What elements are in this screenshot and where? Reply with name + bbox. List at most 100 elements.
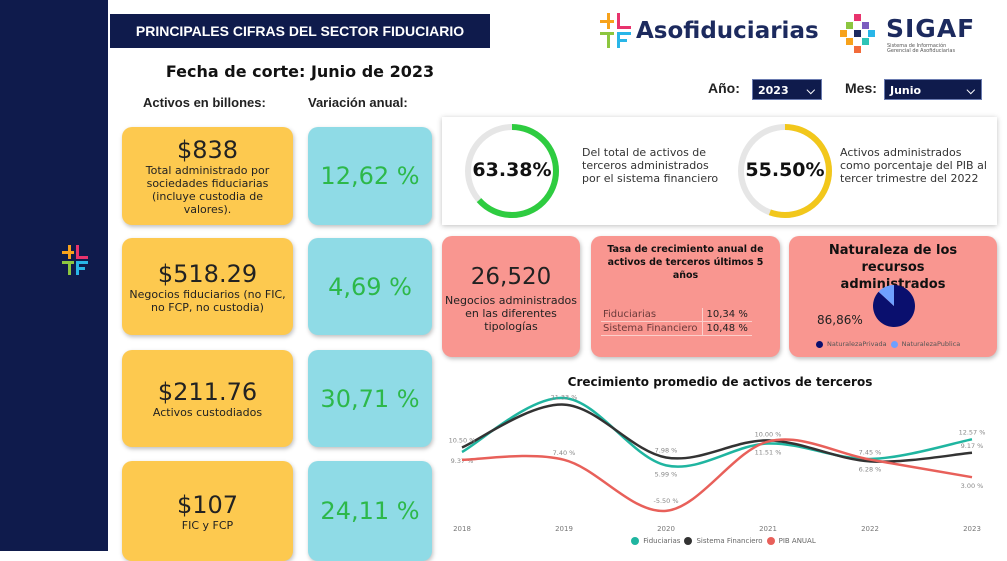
data-label: 9.17 % (961, 442, 984, 450)
gauge-value: 55.50% (745, 159, 825, 181)
year-label: Año: (708, 80, 740, 96)
pie-title: Naturaleza de los recursos administrados (828, 243, 958, 292)
data-label: 6.28 % (859, 465, 882, 473)
asofiduciarias-brand: Asofiduciarias (598, 12, 819, 50)
legend-label: PIB ANUAL (778, 537, 816, 545)
data-label: 10.00 % (755, 431, 782, 439)
x-tick-label: 2020 (657, 525, 675, 533)
card-activos-custodiados: $211.76 Activos custodiados (122, 350, 293, 447)
table-row: Sistema Financiero 10,48 % (601, 321, 752, 336)
gauge-ring (738, 124, 832, 218)
data-label: 7.98 % (655, 446, 678, 454)
variation-card: 24,11 % (308, 461, 432, 561)
chart-title: Crecimiento promedio de activos de terce… (567, 375, 873, 389)
row-label: Sistema Financiero (601, 321, 703, 336)
row-value: 10,48 % (706, 323, 748, 334)
chart-legend: Fiduciarias Sistema Financiero PIB ANUAL (440, 537, 1007, 545)
variation-card: 4,69 % (308, 238, 432, 335)
series-line-fiduciarias (461, 396, 973, 468)
x-tick-label: 2022 (861, 525, 879, 533)
page-title: PRINCIPALES CIFRAS DEL SECTOR FIDUCIARIO (110, 14, 490, 48)
row-label: Fiduciarias (601, 308, 703, 322)
data-label: 21.33 % (551, 394, 578, 402)
x-tick-label: 2018 (453, 525, 471, 533)
negocios-desc: Negocios administrados en las diferentes… (444, 294, 578, 333)
year-value: 2023 (758, 84, 789, 97)
legend-label: Fiduciarias (643, 537, 681, 545)
growth-table-card: Tasa de crecimiento anual de activos de … (591, 236, 780, 357)
pie-chart (873, 285, 915, 327)
sigaf-subtitle: Sistema de Información Gerencial de Asofi… (887, 44, 955, 54)
pie-slice-publica (878, 285, 894, 306)
sidebar (0, 0, 108, 551)
legend-label: Sistema Financiero (696, 537, 763, 545)
chevron-down-icon: ⌵ (966, 84, 975, 97)
growth-table: Fiduciarias 10,34 % Sistema Financiero 10,… (601, 308, 752, 336)
data-label: 3.00 % (961, 482, 984, 490)
row-value: 10,34 % (706, 309, 748, 320)
assets-column-header: Activos en billones: (143, 95, 266, 110)
x-tick-label: 2021 (759, 525, 777, 533)
gauge-desc: Del total de activos de terceros adminis… (582, 146, 719, 185)
card-value: $107 (176, 490, 239, 519)
pie-card: Naturaleza de los recursos administrados… (789, 236, 997, 357)
x-tick-label: 2023 (963, 525, 981, 533)
data-label: 10.50 % (449, 437, 476, 445)
legend-dot-icon (684, 537, 693, 545)
card-desc: FIC y FCP (181, 518, 234, 532)
legend-dot-icon (766, 537, 775, 545)
data-label: 12.57 % (959, 428, 986, 436)
legend-label: NaturalezaPrivada (827, 340, 887, 348)
variation-value: 24,11 % (320, 497, 420, 525)
sigaf-sub1: Sistema de Información (887, 43, 947, 49)
gauge-value: 63.38% (472, 159, 552, 181)
variation-card: 30,71 % (308, 350, 432, 447)
gauge-fill (465, 124, 559, 218)
gauges-panel: 63.38% Del total de activos de terceros … (442, 117, 997, 225)
asofiduciarias-logo-icon (600, 13, 631, 48)
variation-value: 30,71 % (320, 384, 420, 413)
asofiduciarias-logo-icon (62, 245, 88, 275)
negocios-card: 26,520 Negocios administrados en las dif… (442, 236, 580, 357)
variation-card: 12,62 % (308, 127, 432, 225)
x-tick-label: 2019 (555, 525, 573, 533)
sigaf-sub2: Gerencial de Asofiduciarias (887, 48, 956, 54)
brand-name: Asofiduciarias (636, 18, 819, 44)
card-value: $211.76 (157, 378, 258, 406)
card-desc: Activos custodiados (152, 406, 263, 419)
data-label: 11.51 % (755, 449, 782, 457)
legend-dot-icon (631, 537, 640, 545)
data-label: 7.40 % (553, 449, 576, 457)
month-value: Junio (890, 84, 922, 97)
sigaf-logo-icon (840, 14, 880, 54)
gauge-desc: Activos administrados como porcentaje de… (840, 146, 987, 185)
data-label: 7.45 % (859, 449, 882, 457)
card-total-administrado: $838 Total administrado por sociedades f… (122, 127, 293, 225)
sigaf-name: SIGAF (886, 14, 976, 43)
data-label: -5.50 % (653, 497, 678, 505)
pie-data-label: 86,86% (817, 313, 863, 327)
card-negocios-fiduciarios: $518.29 Negocios fiduciarios (no FIC, no… (122, 238, 293, 335)
cutoff-date: Fecha de corte: Junio de 2023 (165, 62, 435, 81)
card-value: $838 (176, 136, 239, 164)
variation-value: 12,62 % (320, 162, 420, 190)
gauge-fill (738, 124, 832, 218)
variation-column-header: Variación anual: (308, 95, 408, 110)
table-row: Fiduciarias 10,34 % (601, 308, 752, 322)
chevron-down-icon: ⌵ (806, 84, 815, 97)
card-desc: Negocios fiduciarios (no FIC, no FCP, no… (129, 287, 286, 314)
pie-legend: NaturalezaPrivada NaturalezaPublica (816, 340, 960, 348)
card-desc: Total administrado por sociedades fiduci… (145, 164, 270, 216)
card-fic-fcp: $107 FIC y FCP (122, 461, 293, 561)
legend-dot-icon (816, 340, 823, 348)
gauge-ring (465, 124, 559, 218)
card-value: $518.29 (157, 259, 258, 288)
growth-table-title: Tasa de crecimiento anual de activos de … (607, 244, 764, 281)
series-line-pib-anual (461, 438, 973, 513)
series-line-sistema-financiero (461, 403, 973, 463)
year-dropdown[interactable]: 2023 ⌵ (752, 79, 822, 100)
variation-value: 4,69 % (328, 272, 412, 301)
month-dropdown[interactable]: Junio ⌵ (884, 79, 982, 100)
negocios-value: 26,520 (470, 264, 552, 290)
